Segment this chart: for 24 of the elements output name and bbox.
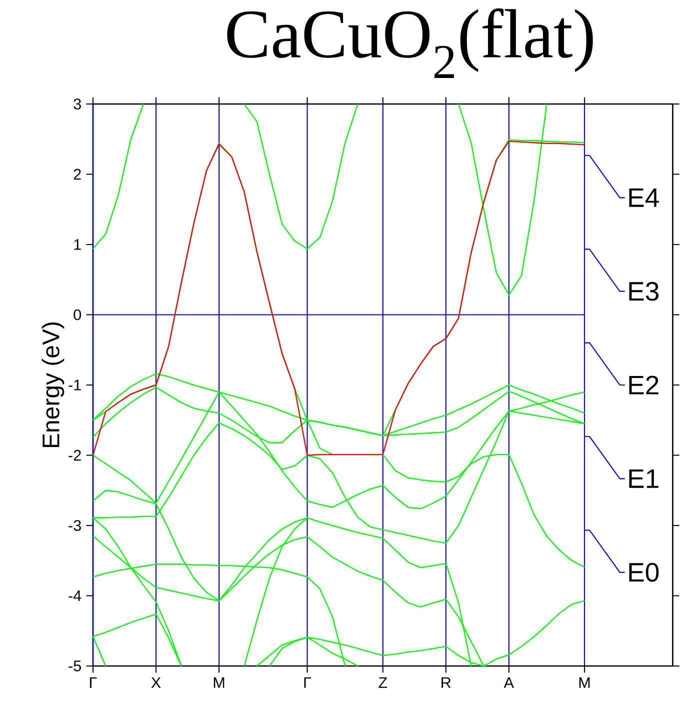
chart-title: CaCuO$_{2}$(flat)	[227, 8, 593, 78]
y-tick-label: -3	[68, 520, 81, 531]
x-tick-label: Γ	[90, 677, 97, 688]
y-axis-title: Energy (eV)	[42, 322, 64, 448]
y-tick-label: -4	[68, 590, 82, 602]
x-tick-label: Z	[378, 677, 388, 688]
y-tick-label: 1	[74, 239, 81, 250]
x-tick-label: X	[151, 677, 161, 688]
x-tick-label: A	[504, 677, 514, 688]
annotation: E3	[629, 282, 659, 301]
x-tick-label: M	[214, 677, 224, 688]
x-tick-label: M	[579, 677, 590, 688]
y-tick-label: -1	[68, 380, 81, 390]
annotation: E0	[629, 562, 659, 582]
y-tick-label: -2	[68, 450, 81, 461]
y-tick-label: 3	[74, 98, 81, 110]
annotation: E2	[629, 376, 658, 394]
y-tick-label: 2	[74, 168, 81, 180]
x-tick-label: Γ	[304, 677, 312, 688]
y-tick-label: -5	[68, 660, 81, 672]
annotation: E1	[629, 469, 658, 488]
x-tick-label: R	[442, 677, 451, 688]
annotation: E4	[629, 188, 659, 207]
y-tick-label: 0	[74, 309, 82, 320]
